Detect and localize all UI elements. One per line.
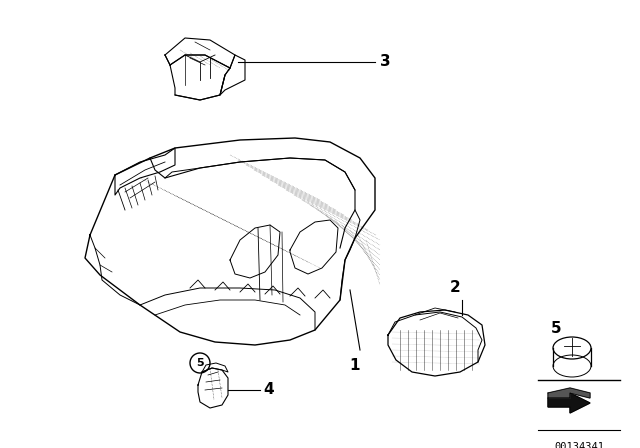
Text: 4: 4 bbox=[263, 383, 274, 397]
Text: 5: 5 bbox=[550, 321, 561, 336]
Polygon shape bbox=[548, 393, 590, 413]
Text: 3: 3 bbox=[380, 55, 390, 69]
Text: 2: 2 bbox=[450, 280, 460, 295]
Text: 5: 5 bbox=[196, 358, 204, 368]
Text: 1: 1 bbox=[349, 358, 360, 373]
Text: 00134341: 00134341 bbox=[554, 442, 604, 448]
Polygon shape bbox=[548, 388, 590, 398]
